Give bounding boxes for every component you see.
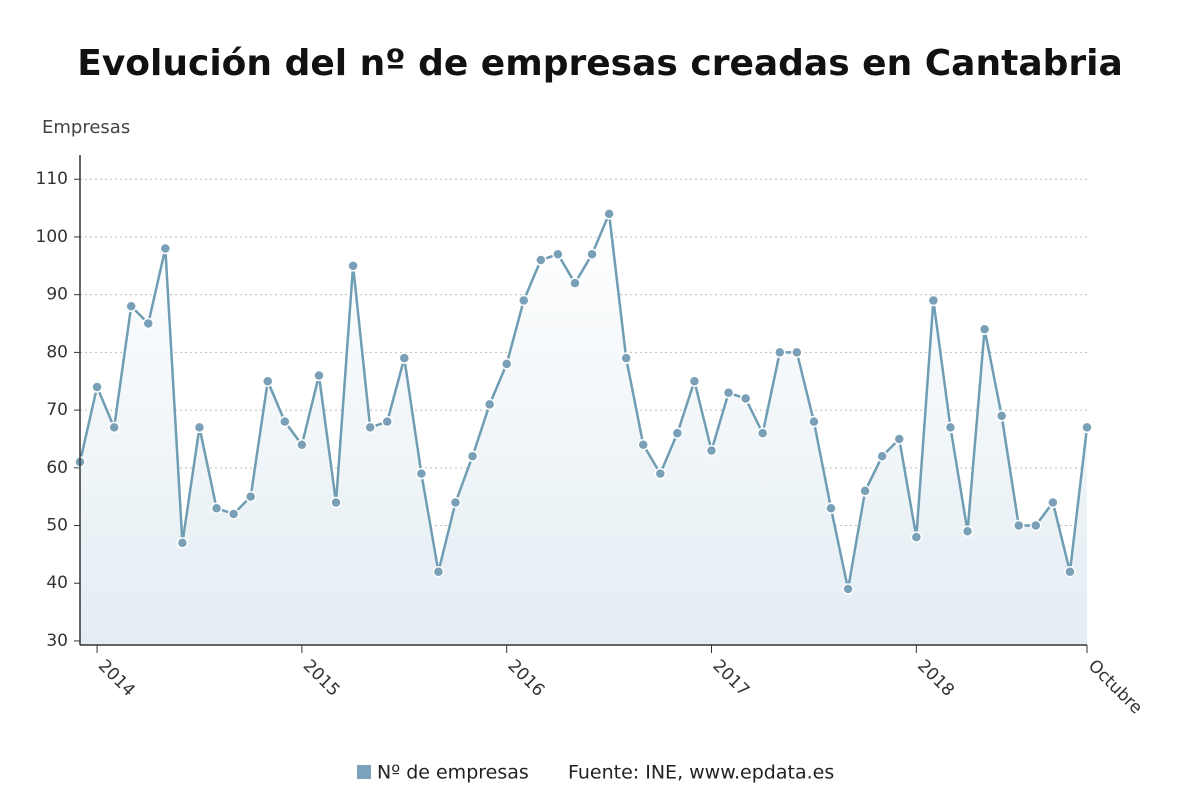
source: Fuente: INE, www.epdata.es: [568, 762, 834, 784]
legend-label: Nº de empresas: [377, 762, 529, 784]
point: [1047, 496, 1059, 509]
area: [80, 213, 1087, 645]
point: [910, 531, 923, 543]
point: [535, 254, 547, 266]
point: [654, 467, 667, 480]
y-tick-label: 100: [36, 227, 68, 247]
point: [296, 438, 308, 451]
point: [859, 485, 871, 497]
point: [893, 433, 906, 445]
point: [125, 300, 137, 312]
point: [227, 508, 240, 520]
point: [586, 248, 598, 261]
y-tick-label: 80: [46, 342, 68, 362]
point: [552, 248, 564, 261]
point: [210, 502, 223, 514]
y-tick-label: 50: [46, 516, 68, 536]
point: [313, 369, 325, 382]
point: [620, 352, 632, 364]
point: [739, 392, 752, 405]
x-tick-label: Octubre: [1084, 656, 1146, 718]
point: [381, 415, 393, 428]
point: [825, 502, 837, 514]
point: [500, 358, 513, 370]
point: [808, 415, 820, 428]
point: [142, 317, 155, 330]
chart-title: Evolución del nº de empresas creadas en …: [77, 43, 1123, 84]
x-tick-label: 2016: [504, 656, 549, 701]
point: [774, 346, 786, 359]
point: [1012, 519, 1025, 532]
point: [261, 375, 274, 387]
point: [1081, 421, 1093, 434]
point: [756, 427, 769, 439]
point: [483, 398, 496, 411]
point: [603, 208, 615, 220]
y-tick-label: 60: [46, 458, 68, 478]
point: [995, 410, 1008, 422]
legend-swatch: [357, 765, 371, 779]
point: [876, 450, 888, 463]
point: [978, 323, 991, 336]
y-tick-label: 30: [46, 631, 68, 651]
point: [961, 525, 974, 538]
point: [1064, 565, 1076, 578]
y-tick-label: 40: [46, 573, 68, 593]
point: [108, 421, 120, 434]
point: [347, 260, 359, 272]
point: [671, 427, 684, 439]
point: [637, 438, 649, 451]
point: [193, 421, 206, 434]
point: [398, 352, 411, 364]
point: [944, 421, 957, 434]
point: [688, 375, 701, 387]
point: [432, 565, 445, 578]
point: [927, 294, 940, 307]
point: [279, 415, 291, 428]
point: [415, 467, 428, 480]
point: [159, 242, 172, 255]
point: [842, 583, 854, 595]
x-tick-label: 2014: [94, 656, 139, 701]
y-tick-label: 90: [46, 285, 68, 305]
x-tick-label: 2015: [299, 656, 344, 701]
point: [722, 387, 735, 399]
point: [330, 496, 342, 509]
y-tick-label: 110: [36, 169, 68, 189]
x-tick-label: 2018: [913, 656, 958, 701]
point: [569, 277, 581, 289]
point: [244, 490, 257, 503]
point: [791, 346, 803, 359]
point: [466, 450, 479, 463]
point: [1030, 519, 1042, 532]
y-axis-label: Empresas: [42, 117, 130, 138]
point: [449, 496, 462, 509]
point: [176, 537, 189, 549]
x-tick-label: 2017: [708, 656, 753, 701]
point: [91, 381, 103, 393]
point: [705, 444, 718, 457]
point: [518, 294, 530, 307]
point: [364, 421, 376, 434]
y-tick-label: 70: [46, 400, 68, 420]
